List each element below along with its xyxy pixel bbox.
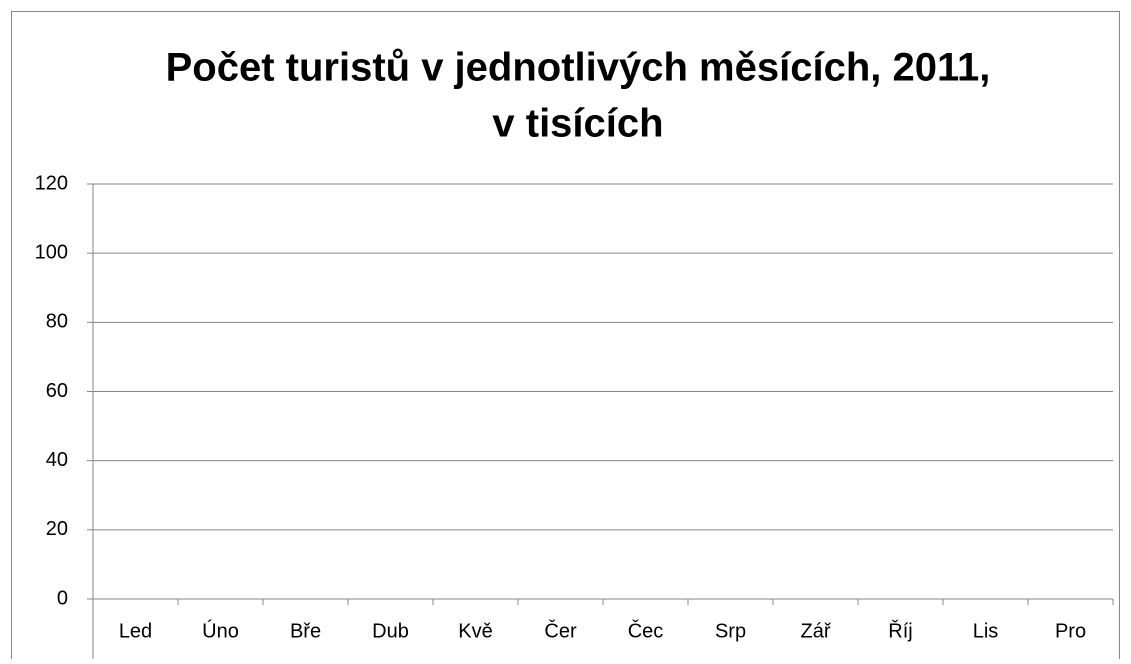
x-tick-label: Srp (715, 620, 746, 642)
x-tick-label: Lis (973, 620, 999, 642)
x-tick-label: Kvě (458, 620, 492, 642)
y-tick-label: 120 (35, 172, 68, 194)
x-tick-label: Zář (801, 620, 832, 642)
x-tick-label: Dub (372, 620, 409, 642)
x-tick-label: Pro (1055, 620, 1086, 642)
y-tick-label: 80 (46, 311, 68, 333)
x-tick-label: Čer (544, 619, 577, 642)
x-tick-label: Led (119, 620, 152, 642)
y-tick-label: 100 (35, 241, 68, 263)
x-tick-label: Úno (202, 619, 239, 642)
chart-title: v tisících (492, 102, 663, 146)
y-tick-label: 60 (46, 380, 68, 402)
chart-title: Počet turistů v jednotlivých měsících, 2… (166, 46, 991, 90)
chart-frame (11, 11, 1120, 664)
y-tick-label: 20 (46, 518, 68, 540)
y-tick-label: 40 (46, 449, 68, 471)
x-tick-label: Bře (290, 620, 321, 642)
x-tick-label: Říj (888, 619, 912, 642)
x-tick-label: Čec (628, 619, 664, 642)
y-tick-label: 0 (57, 587, 68, 609)
